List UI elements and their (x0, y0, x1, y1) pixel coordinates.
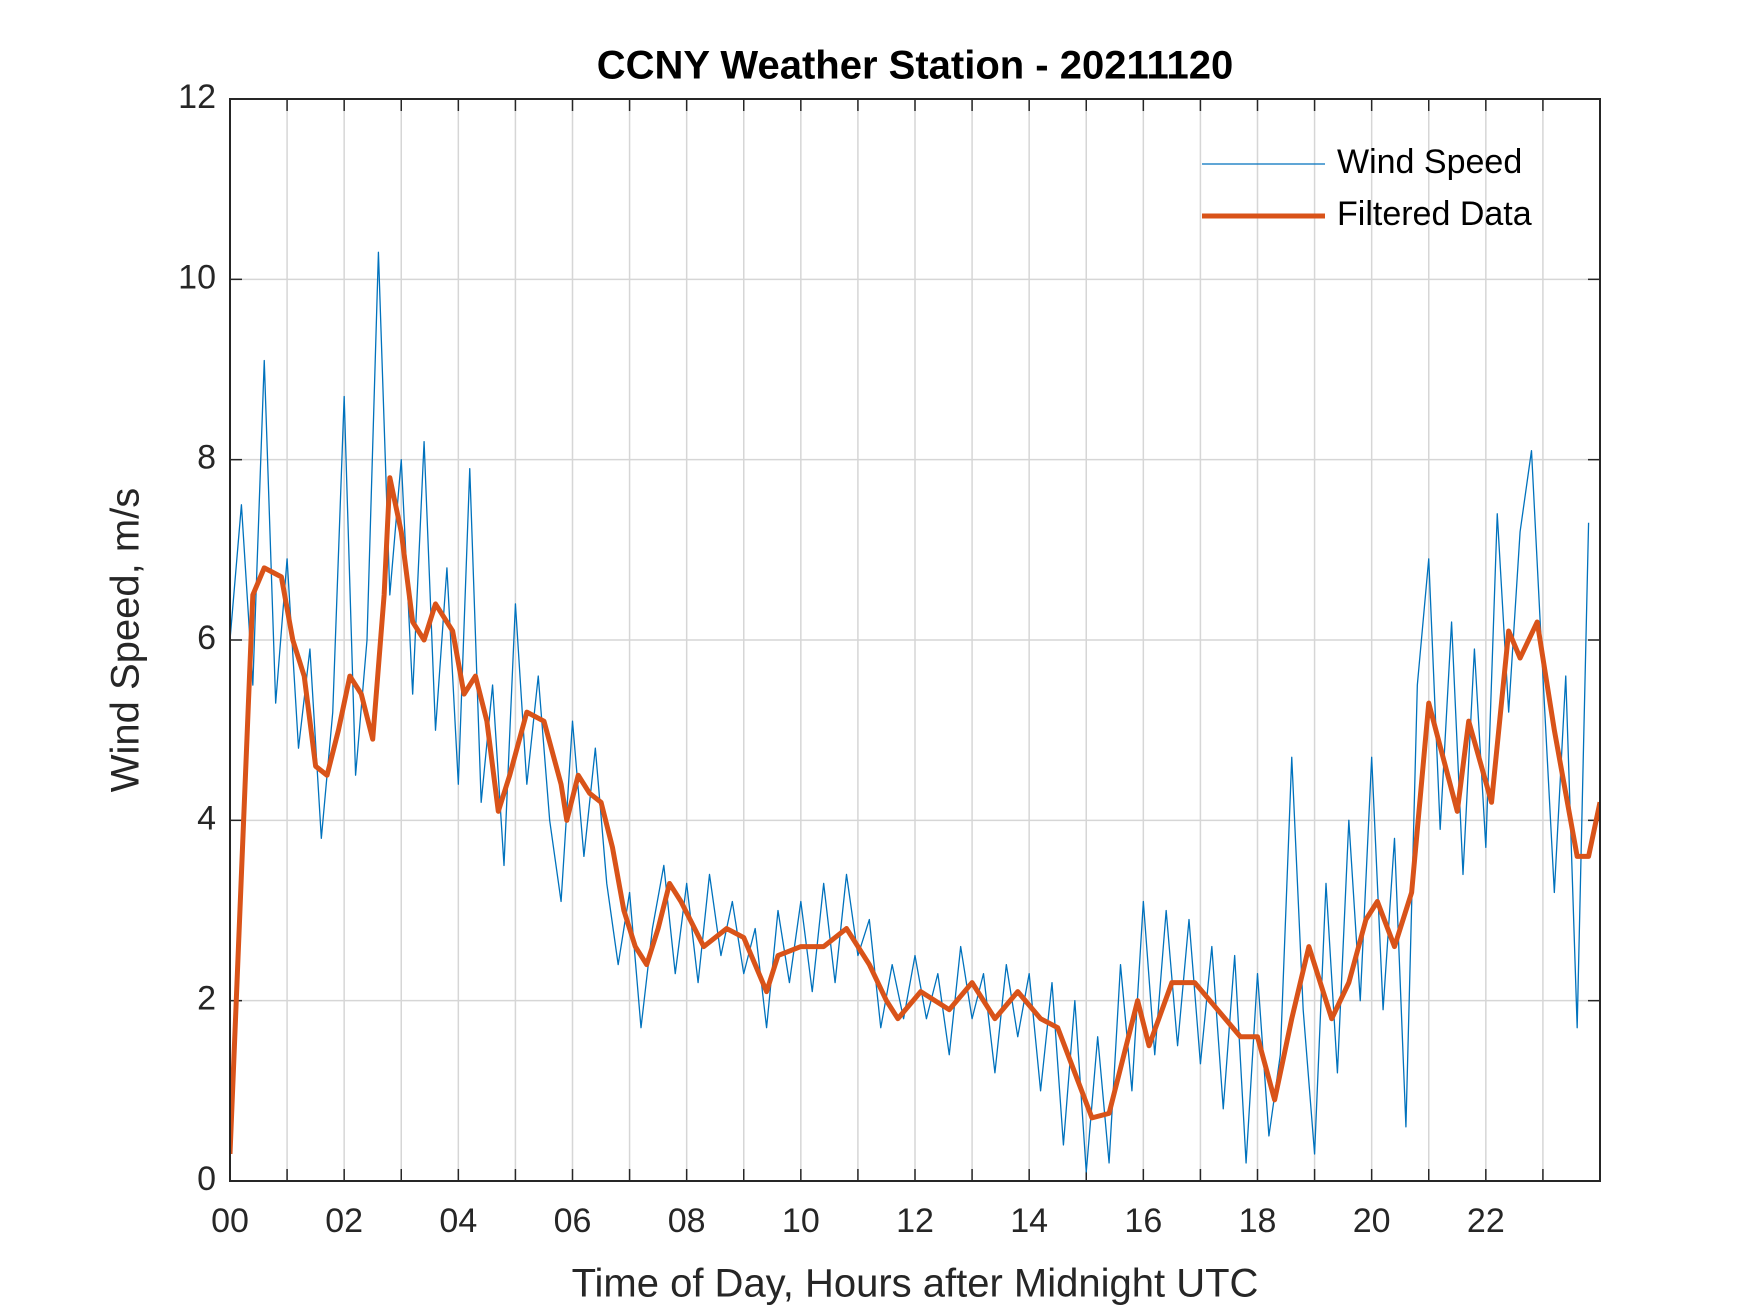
x-tick-label: 22 (1467, 1202, 1505, 1240)
x-tick-label: 14 (1010, 1202, 1048, 1240)
y-tick-label: 4 (197, 799, 216, 837)
chart-title: CCNY Weather Station - 20211120 (597, 44, 1234, 88)
x-tick-label: 16 (1124, 1202, 1162, 1240)
data-line (230, 475, 1600, 1155)
x-tick-label: 10 (782, 1202, 820, 1240)
x-tick-label: 02 (325, 1202, 363, 1240)
legend-label: Wind Speed (1337, 143, 1522, 181)
y-axis-label: Wind Speed, m/s (104, 488, 148, 793)
x-tick-label: 04 (439, 1202, 477, 1240)
y-tick-label: 12 (178, 78, 216, 116)
y-tick-label: 0 (197, 1160, 216, 1198)
legend-label: Filtered Data (1337, 195, 1532, 233)
x-tick-label: 06 (554, 1202, 592, 1240)
y-tick-label: 6 (197, 619, 216, 657)
axes-box (229, 98, 1601, 1182)
data-line (230, 251, 1590, 1173)
x-tick-label: 12 (896, 1202, 934, 1240)
y-tick-label: 8 (197, 439, 216, 477)
x-tick-label: 08 (668, 1202, 706, 1240)
x-axis-label: Time of Day, Hours after Midnight UTC (572, 1262, 1259, 1306)
x-tick-label: 18 (1239, 1202, 1277, 1240)
x-tick-label: 20 (1353, 1202, 1391, 1240)
x-tick-label: 00 (211, 1202, 249, 1240)
y-tick-label: 2 (197, 980, 216, 1018)
y-tick-label: 10 (178, 258, 216, 296)
